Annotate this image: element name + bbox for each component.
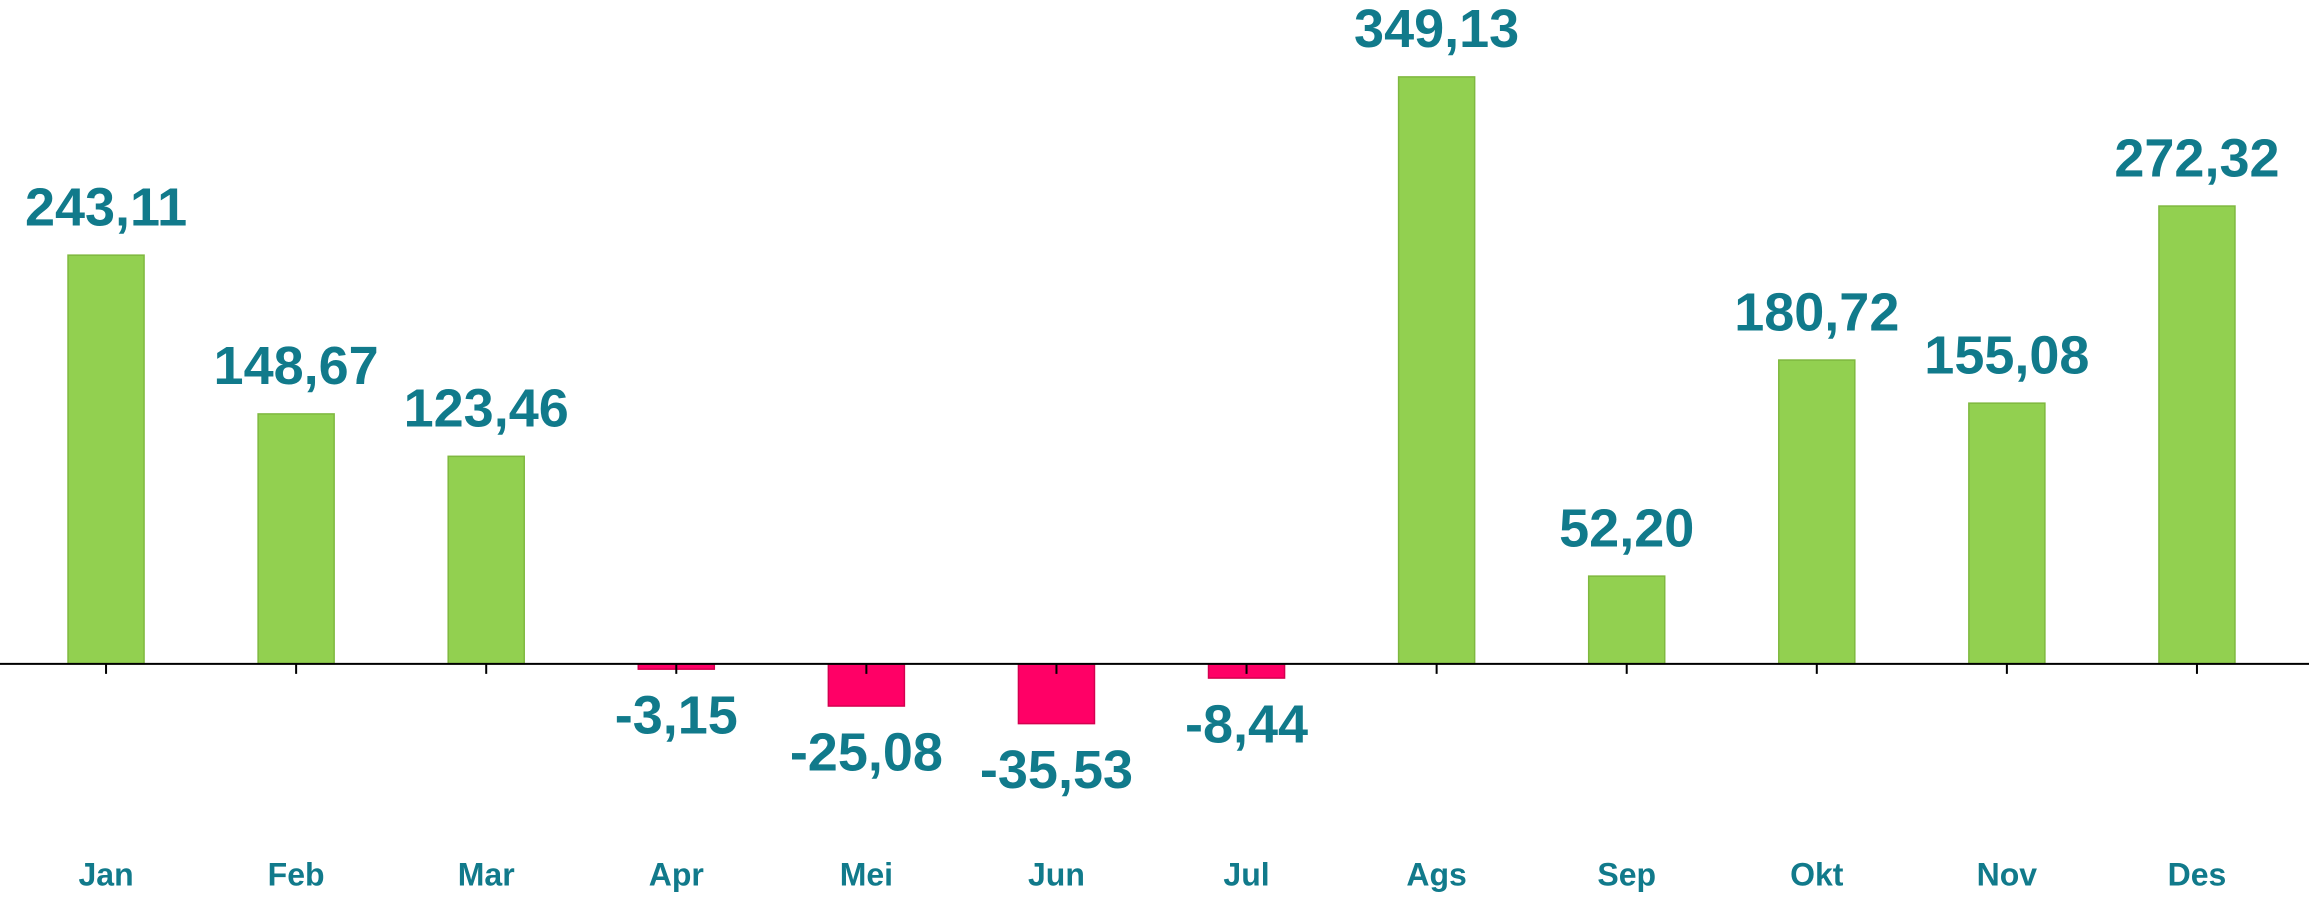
bar [1397,76,1476,665]
x-tick-label: Nov [1977,856,2038,892]
data-label: 180,72 [1734,282,1899,342]
data-label: 349,13 [1354,0,1519,59]
x-tick-label: Des [2168,856,2227,892]
x-tick-label: Sep [1597,856,1656,892]
bar [257,413,335,665]
bar [1968,402,2046,665]
x-tick-label: Jun [1028,856,1085,892]
data-label: 123,46 [404,379,569,439]
x-tick-label: Ags [1406,856,1466,892]
bar [1587,575,1666,665]
data-label: 52,20 [1559,498,1694,558]
data-label: 272,32 [2114,128,2279,188]
data-label: -8,44 [1185,694,1308,754]
x-tick-label: Okt [1790,856,1844,892]
data-label: 155,08 [1924,325,2089,385]
x-tick-label: Apr [649,856,704,892]
x-tick-label: Jul [1223,856,1269,892]
bar [1778,359,1856,665]
x-tick-label: Mei [840,856,893,892]
x-tick-label: Mar [458,856,515,892]
data-label: -25,08 [790,722,943,782]
bar [447,455,525,665]
data-label: -35,53 [980,740,1133,800]
bar [2158,205,2236,665]
x-tick-label: Feb [268,856,325,892]
bar [67,254,145,665]
data-label: 148,67 [214,336,379,396]
data-label: 243,11 [25,177,187,237]
x-tick-label: Jan [78,856,133,892]
data-label: -3,15 [615,685,738,745]
